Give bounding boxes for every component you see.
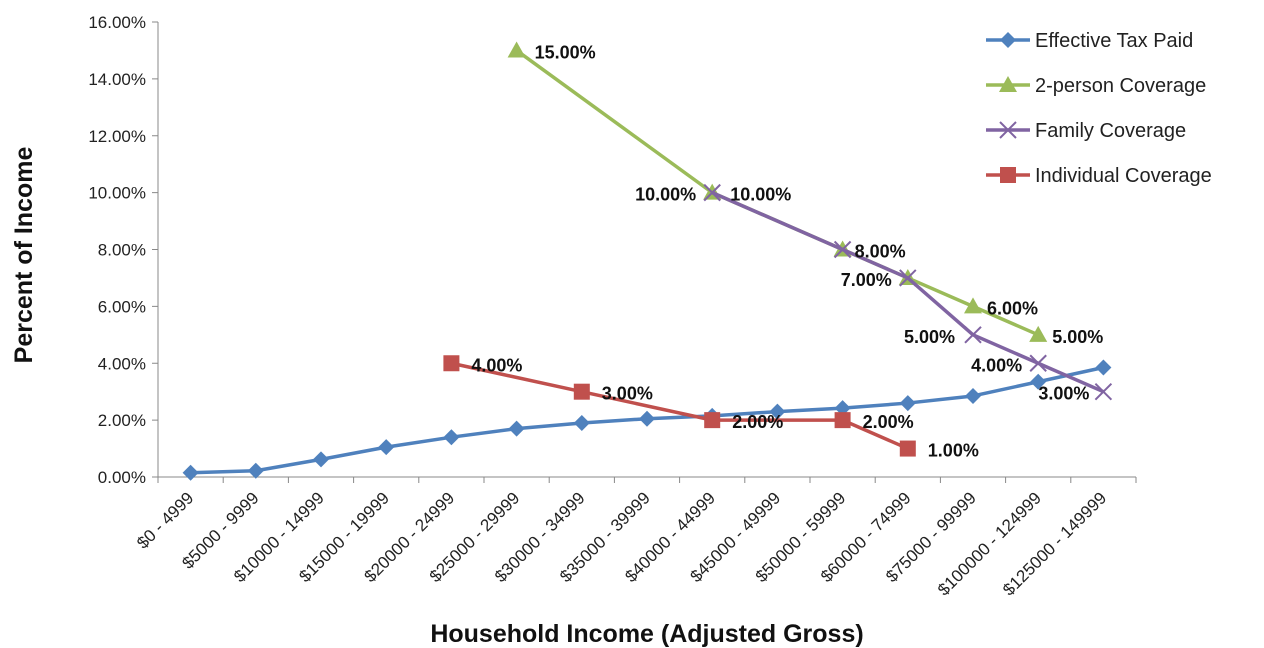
data-label-2-person-coverage: 5.00% [1052,327,1103,347]
x-marker-stroke [999,121,1017,139]
x-marker-stroke [1094,382,1113,401]
x-marker-stroke [703,183,721,202]
data-point-effective-tax-paid [313,451,329,468]
legend-item-effective-tax-paid: Effective Tax Paid [986,30,1193,52]
series-line-family-coverage [711,191,1105,394]
y-tick-label: 16.00% [88,13,146,32]
y-tick-label: 12.00% [88,127,146,146]
data-label-2-person-coverage: 8.00% [855,242,906,262]
data-point-individual-coverage [704,412,721,429]
axes: 0.00% 2.00% 4.00% 6.00% 8.00% 10.00% 12.00% 14.… [88,13,1137,599]
y-tick-label: 2.00% [98,411,146,430]
legend-marker-2-person-coverage [999,76,1017,92]
legend-label-2-person-coverage: 2-person Coverage [1035,75,1206,97]
data-point-effective-tax-paid [769,403,786,420]
data-point-2-person-coverage [964,297,982,314]
data-point-2-person-coverage [1029,325,1048,342]
y-tick-label: 6.00% [98,297,146,316]
y-tick-label: 10.00% [88,184,146,203]
y-tick-label: 14.00% [88,70,146,89]
data-point-family-coverage [703,183,721,202]
data-point-2-person-coverage [507,41,526,58]
data-point-effective-tax-paid [443,429,460,446]
data-label-individual-coverage: 2.00% [732,412,783,432]
data-point-individual-coverage [899,440,916,457]
legend-item-individual-coverage: Individual Coverage [986,165,1212,187]
data-labels: 15.00% 10.00% 8.00% 6.00% 5.00% 10.00% 7.00% 5.… [471,42,1103,460]
data-label-family-coverage: 10.00% [635,185,696,205]
x-marker-stroke [833,240,852,259]
data-point-family-coverage [1094,382,1113,401]
legend: Effective Tax Paid 2-person Coverage Famil… [986,30,1212,187]
x-marker-stroke [964,326,982,344]
data-label-individual-coverage: 1.00% [928,441,979,461]
y-tick-label: 4.00% [98,354,146,373]
data-point-effective-tax-paid [508,420,525,437]
data-label-individual-coverage: 4.00% [471,355,522,375]
y-tick-label: 8.00% [98,241,146,260]
series-individual-coverage [443,355,916,457]
data-label-individual-coverage: 3.00% [602,384,653,404]
data-point-effective-tax-paid [639,410,655,427]
legend-label-individual-coverage: Individual Coverage [1035,165,1212,187]
data-label-2-person-coverage: 15.00% [535,42,596,62]
data-point-individual-coverage [834,412,851,429]
data-label-individual-coverage: 2.00% [863,412,914,432]
data-point-effective-tax-paid [899,395,916,412]
data-point-family-coverage [1029,354,1047,372]
legend-marker-individual-coverage [1000,167,1016,183]
data-label-family-coverage: 7.00% [841,270,892,290]
data-point-effective-tax-paid [1095,359,1112,376]
data-point-individual-coverage [573,383,590,400]
data-label-2-person-coverage: 6.00% [987,298,1038,318]
data-label-family-coverage: 4.00% [971,355,1022,375]
data-point-family-coverage [964,326,982,344]
data-point-effective-tax-paid [573,414,590,431]
x-tick-label: $0 - 4999 [133,488,197,552]
data-point-effective-tax-paid [378,439,395,456]
data-label-family-coverage: 5.00% [904,327,955,347]
data-point-effective-tax-paid [1030,373,1047,390]
legend-item-2-person-coverage: 2-person Coverage [986,75,1206,97]
y-tick-label: 0.00% [98,468,146,487]
data-point-family-coverage [899,269,917,287]
data-point-effective-tax-paid [182,464,199,481]
x-marker-stroke [899,269,917,287]
series-effective-tax-paid [182,359,1112,481]
legend-label-family-coverage: Family Coverage [1035,120,1186,142]
legend-label-effective-tax-paid: Effective Tax Paid [1035,30,1193,52]
series-family-coverage [703,183,1113,401]
data-point-individual-coverage [443,355,460,372]
data-point-effective-tax-paid [247,462,264,479]
y-axis-title: Percent of Income [10,147,38,364]
legend-item-family-coverage: Family Coverage [986,120,1186,142]
data-point-family-coverage [833,240,852,259]
series-layer [182,41,1113,481]
x-marker-stroke [1029,354,1047,372]
data-label-family-coverage: 3.00% [1038,384,1089,404]
data-label-2-person-coverage: 10.00% [730,185,791,205]
legend-marker-family-coverage [999,121,1017,139]
data-point-effective-tax-paid [965,387,981,404]
legend-marker-effective-tax-paid [1000,32,1016,48]
x-axis-title: Household Income (Adjusted Gross) [430,620,863,648]
